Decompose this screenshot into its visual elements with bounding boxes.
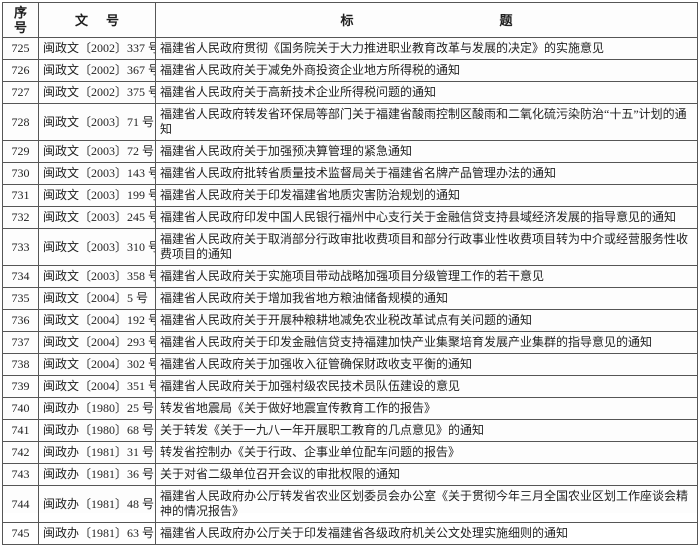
- serial-number-cell: 739: [2, 375, 39, 398]
- document-title-cell: 福建省人民政府印发中国人民银行福州中心支行关于金融信贷支持县域经济发展的指导意见…: [155, 206, 698, 229]
- serial-number-cell: 731: [2, 184, 39, 207]
- document-title-cell: 福建省人民政府办公厅关于印发福建省各级政府机关公文处理实施细则的通知: [155, 522, 698, 545]
- title-header-char-2: 题: [499, 12, 513, 28]
- document-number-cell: 闽政文〔2004〕5 号: [38, 287, 156, 310]
- document-title-cell: 福建省人民政府关于加强村级农民技术员队伍建设的意见: [155, 375, 698, 398]
- table-row: 733 闽政文〔2003〕310 号 福建省人民政府关于取消部分行政审批收费项目…: [2, 228, 698, 266]
- document-number-cell: 闽政文〔2003〕245 号: [38, 206, 156, 229]
- table-row: 731 闽政文〔2003〕199 号 福建省人民政府关于印发福建省地质灾害防治规…: [2, 184, 698, 207]
- table-row: 730 闽政文〔2003〕143 号 福建省人民政府批转省质量技术监督局关于福建…: [2, 162, 698, 185]
- document-number-cell: 闽政文〔2003〕72 号: [38, 140, 156, 163]
- document-title-cell: 转发省控制办《关于行政、企事业单位配车问题的报告》: [155, 441, 698, 464]
- document-number-cell: 闽政文〔2004〕351 号: [38, 375, 156, 398]
- serial-number-cell: 740: [2, 397, 39, 420]
- document-title-cell: 福建省人民政府关于开展种粮耕地减免农业税改革试点有关问题的通知: [155, 309, 698, 332]
- serial-number-cell: 735: [2, 287, 39, 310]
- serial-number-cell: 733: [2, 228, 39, 266]
- document-number-cell: 闽政办〔1981〕36 号: [38, 463, 156, 486]
- document-number-cell: 闽政文〔2003〕310 号: [38, 228, 156, 266]
- document-number-cell: 闽政办〔1980〕25 号: [38, 397, 156, 420]
- document-title-cell: 福建省人民政府贯彻《国务院关于大力推进职业教育改革与发展的决定》的实施意见: [155, 37, 698, 60]
- document-title-cell: 福建省人民政府关于取消部分行政审批收费项目和部分行政事业性收费项目转为中介或经营…: [155, 228, 698, 266]
- serial-number-cell: 744: [2, 485, 39, 523]
- column-header-document-number: 文 号: [38, 2, 156, 38]
- serial-number-cell: 730: [2, 162, 39, 185]
- table-row: 728 闽政文〔2003〕71 号 福建省人民政府转发省环保局等部门关于福建省酸…: [2, 103, 698, 141]
- document-title-cell: 福建省人民政府关于印发福建省地质灾害防治规划的通知: [155, 184, 698, 207]
- doc-number-header-char-1: 文: [74, 12, 88, 28]
- table-row: 727 闽政文〔2002〕375 号 福建省人民政府关于高新技术企业所得税问题的…: [2, 81, 698, 104]
- document-number-cell: 闽政文〔2003〕71 号: [38, 103, 156, 141]
- document-title-cell: 福建省人民政府关于减免外商投资企业地方所得税的通知: [155, 59, 698, 82]
- table-header-row: 序 号 文 号 标 题: [2, 2, 698, 38]
- document-number-cell: 闽政文〔2004〕302 号: [38, 353, 156, 376]
- table-row: 744 闽政办〔1981〕48 号 福建省人民政府办公厅转发省农业区划委员会办公…: [2, 485, 698, 523]
- document-number-cell: 闽政文〔2003〕358 号: [38, 265, 156, 288]
- document-number-cell: 闽政文〔2003〕143 号: [38, 162, 156, 185]
- table-body: 725 闽政文〔2002〕337 号 福建省人民政府贯彻《国务院关于大力推进职业…: [2, 37, 698, 545]
- table-row: 732 闽政文〔2003〕245 号 福建省人民政府印发中国人民银行福州中心支行…: [2, 206, 698, 229]
- serial-number-cell: 741: [2, 419, 39, 442]
- document-number-cell: 闽政文〔2004〕293 号: [38, 331, 156, 354]
- document-title-cell: 福建省人民政府关于加强预决算管理的紧急通知: [155, 140, 698, 163]
- document-number-cell: 闽政办〔1981〕48 号: [38, 485, 156, 523]
- table-row: 739 闽政文〔2004〕351 号 福建省人民政府关于加强村级农民技术员队伍建…: [2, 375, 698, 398]
- serial-number-cell: 736: [2, 309, 39, 332]
- document-title-cell: 福建省人民政府关于实施项目带动战略加强项目分级管理工作的若干意见: [155, 265, 698, 288]
- document-title-cell: 福建省人民政府关于高新技术企业所得税问题的通知: [155, 81, 698, 104]
- table-row: 726 闽政文〔2002〕367 号 福建省人民政府关于减免外商投资企业地方所得…: [2, 59, 698, 82]
- document-title-cell: 福建省人民政府关于印发金融信贷支持福建加快产业集聚培育发展产业集群的指导意见的通…: [155, 331, 698, 354]
- serial-number-cell: 738: [2, 353, 39, 376]
- document-number-cell: 闽政文〔2002〕367 号: [38, 59, 156, 82]
- serial-number-cell: 725: [2, 37, 39, 60]
- document-title-cell: 福建省人民政府关于增加我省地方粮油储备规模的通知: [155, 287, 698, 310]
- table-row: 734 闽政文〔2003〕358 号 福建省人民政府关于实施项目带动战略加强项目…: [2, 265, 698, 288]
- serial-number-cell: 726: [2, 59, 39, 82]
- table-row: 737 闽政文〔2004〕293 号 福建省人民政府关于印发金融信贷支持福建加快…: [2, 331, 698, 354]
- serial-number-cell: 732: [2, 206, 39, 229]
- table-row: 741 闽政办〔1980〕68 号 关于转发《关于一九八一年开展职工教育的几点意…: [2, 419, 698, 442]
- table-row: 745 闽政办〔1981〕63 号 福建省人民政府办公厅关于印发福建省各级政府机…: [2, 522, 698, 545]
- document-number-cell: 闽政办〔1981〕63 号: [38, 522, 156, 545]
- serial-number-cell: 743: [2, 463, 39, 486]
- document-title-cell: 关于对省二级单位召开会议的审批权限的通知: [155, 463, 698, 486]
- table-row: 725 闽政文〔2002〕337 号 福建省人民政府贯彻《国务院关于大力推进职业…: [2, 37, 698, 60]
- document-title-cell: 福建省人民政府关于加强收入征管确保财政收支平衡的通知: [155, 353, 698, 376]
- doc-number-header-char-2: 号: [106, 12, 120, 28]
- title-header-char-1: 标: [340, 12, 354, 28]
- serial-header-char-bottom: 号: [13, 20, 27, 35]
- document-title-cell: 关于转发《关于一九八一年开展职工教育的几点意见》的通知: [155, 419, 698, 442]
- table-row: 740 闽政办〔1980〕25 号 转发省地震局《关于做好地震宣传教育工作的报告…: [2, 397, 698, 420]
- serial-number-cell: 729: [2, 140, 39, 163]
- serial-header-char-top: 序: [13, 5, 27, 20]
- document-number-cell: 闽政办〔1980〕68 号: [38, 419, 156, 442]
- document-number-cell: 闽政文〔2003〕199 号: [38, 184, 156, 207]
- table-row: 743 闽政办〔1981〕36 号 关于对省二级单位召开会议的审批权限的通知: [2, 463, 698, 486]
- document-number-cell: 闽政办〔1981〕31 号: [38, 441, 156, 464]
- document-title-cell: 福建省人民政府批转省质量技术监督局关于福建省名牌产品管理办法的通知: [155, 162, 698, 185]
- document-title-cell: 福建省人民政府办公厅转发省农业区划委员会办公室《关于贯彻今年三月全国农业区划工作…: [155, 485, 698, 523]
- serial-number-cell: 728: [2, 103, 39, 141]
- column-header-serial-number: 序 号: [2, 2, 39, 38]
- table-row: 729 闽政文〔2003〕72 号 福建省人民政府关于加强预决算管理的紧急通知: [2, 140, 698, 163]
- serial-number-cell: 745: [2, 522, 39, 545]
- table-row: 735 闽政文〔2004〕5 号 福建省人民政府关于增加我省地方粮油储备规模的通…: [2, 287, 698, 310]
- table-row: 736 闽政文〔2004〕192 号 福建省人民政府关于开展种粮耕地减免农业税改…: [2, 309, 698, 332]
- column-header-title: 标 题: [155, 2, 698, 38]
- table-row: 742 闽政办〔1981〕31 号 转发省控制办《关于行政、企事业单位配车问题的…: [2, 441, 698, 464]
- document-number-cell: 闽政文〔2004〕192 号: [38, 309, 156, 332]
- serial-number-cell: 727: [2, 81, 39, 104]
- document-title-cell: 福建省人民政府转发省环保局等部门关于福建省酸雨控制区酸雨和二氧化硫污染防治“十五…: [155, 103, 698, 141]
- serial-number-cell: 742: [2, 441, 39, 464]
- serial-number-cell: 737: [2, 331, 39, 354]
- document-title-cell: 转发省地震局《关于做好地震宣传教育工作的报告》: [155, 397, 698, 420]
- document-number-cell: 闽政文〔2002〕375 号: [38, 81, 156, 104]
- serial-number-cell: 734: [2, 265, 39, 288]
- document-number-cell: 闽政文〔2002〕337 号: [38, 37, 156, 60]
- table-row: 738 闽政文〔2004〕302 号 福建省人民政府关于加强收入征管确保财政收支…: [2, 353, 698, 376]
